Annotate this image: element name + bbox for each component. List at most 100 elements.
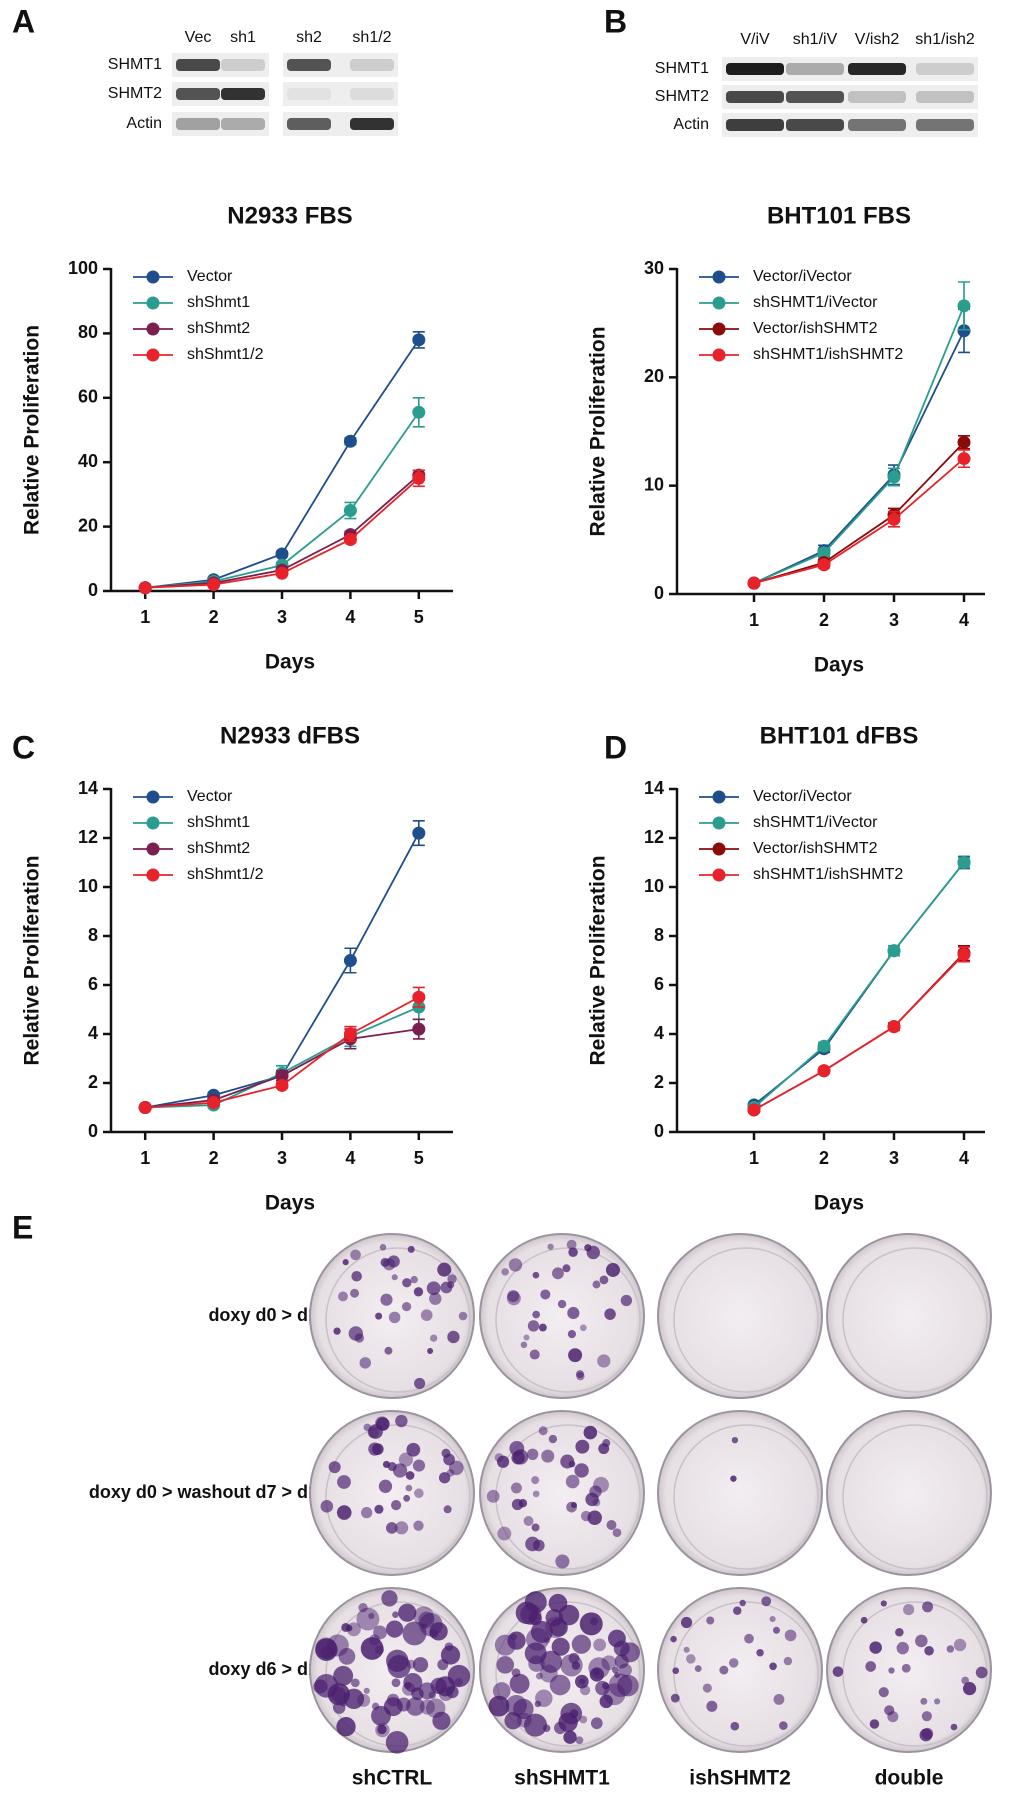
colony [683, 1646, 690, 1653]
colony [538, 1323, 547, 1332]
colony [532, 1271, 540, 1279]
colony [934, 1698, 941, 1705]
colony [706, 1700, 718, 1712]
colony [769, 1616, 776, 1623]
y-axis-label: Relative Proliferation [21, 855, 44, 1065]
colony [672, 1667, 680, 1675]
data-point [957, 947, 971, 961]
colony [313, 1679, 328, 1694]
data-point [412, 333, 426, 347]
colony [535, 1672, 543, 1680]
colony [373, 1625, 387, 1640]
data-point [817, 1064, 831, 1078]
legend-swatch [146, 296, 160, 310]
panel-letter: D [604, 729, 627, 765]
legend-swatch [146, 816, 160, 830]
series-line [753, 441, 965, 585]
y-tick-label: 4 [654, 1023, 664, 1043]
colony [388, 1311, 401, 1324]
colony [513, 1698, 534, 1720]
colony [407, 1245, 415, 1253]
colony [694, 1665, 702, 1672]
blot-band [350, 59, 394, 71]
colony [531, 1523, 540, 1532]
dish [657, 1587, 823, 1753]
colony [527, 1320, 540, 1332]
colony [440, 1281, 453, 1294]
colony [922, 1601, 934, 1613]
colony [508, 1258, 523, 1272]
colony [579, 1612, 603, 1636]
blot-band [786, 119, 844, 131]
colony [558, 1712, 578, 1732]
colony [501, 1268, 509, 1276]
colony [548, 1434, 558, 1444]
colony [903, 1603, 915, 1616]
colony [430, 1677, 447, 1695]
x-tick-label: 1 [140, 607, 150, 627]
colony [592, 1280, 601, 1289]
colony [593, 1638, 607, 1652]
colony [779, 1721, 788, 1730]
legend-label: Vector/ishSHMT2 [753, 840, 878, 857]
colony [333, 1665, 354, 1686]
colony [383, 1258, 396, 1271]
y-tick-label: 6 [88, 974, 98, 994]
x-tick-label: 2 [819, 1148, 829, 1168]
blot-band [350, 88, 394, 100]
lane-label: sh1 [230, 29, 256, 46]
colony [402, 1621, 427, 1646]
data-point [887, 944, 901, 958]
chart-title: N2933 dFBS [220, 722, 360, 749]
blot-band [726, 91, 784, 103]
colony [403, 1494, 411, 1502]
data-point [207, 578, 221, 592]
blot-band [726, 119, 784, 131]
legend-label: Vector/iVector [753, 268, 852, 285]
y-axis-label: Relative Proliferation [21, 325, 44, 535]
colony [497, 1526, 512, 1541]
colony [731, 1436, 739, 1444]
data-point [957, 324, 971, 338]
legend-swatch [712, 816, 726, 830]
colony [374, 1504, 384, 1514]
colony [486, 1489, 500, 1503]
colony [540, 1289, 551, 1300]
colony [568, 1247, 578, 1258]
series-line [145, 1006, 420, 1109]
chart-title: N2933 FBS [227, 202, 352, 229]
x-tick-label: 3 [277, 607, 287, 627]
colony [599, 1275, 609, 1285]
data-point [412, 826, 426, 840]
colony [761, 1596, 772, 1607]
series-line [753, 952, 965, 1111]
x-tick-label: 1 [749, 610, 759, 630]
colony [865, 1661, 877, 1672]
blot-band [848, 63, 906, 75]
y-tick-label: 2 [654, 1072, 664, 1092]
colony [604, 1308, 616, 1320]
colony [429, 1334, 438, 1342]
colony [333, 1327, 341, 1335]
colony [438, 1472, 451, 1484]
colony [575, 1736, 584, 1745]
colony [332, 1701, 346, 1714]
legend-swatch [712, 842, 726, 856]
colony [560, 1454, 575, 1469]
legend-swatch [146, 842, 160, 856]
legend-label: shShmt2 [187, 320, 250, 337]
colony [606, 1520, 617, 1531]
colony [437, 1262, 452, 1277]
column-label: shCTRL [352, 1767, 433, 1790]
blot-band [350, 118, 394, 130]
colony [525, 1536, 540, 1552]
colony [541, 1449, 555, 1463]
colony [343, 1688, 365, 1710]
colony [446, 1685, 459, 1699]
colony [601, 1655, 617, 1671]
dish-rim [673, 1424, 819, 1570]
colony [402, 1278, 412, 1288]
colony [567, 1306, 580, 1320]
blot-band [916, 119, 974, 131]
column-label: shSHMT1 [514, 1767, 610, 1790]
